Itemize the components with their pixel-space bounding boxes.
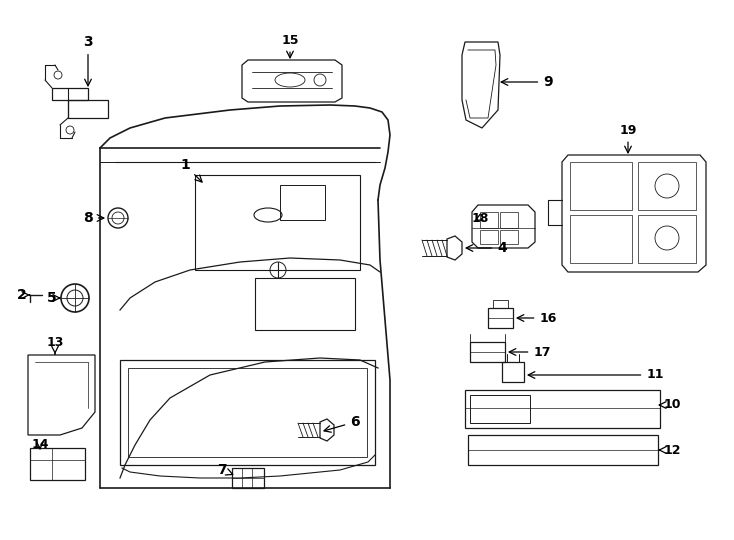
Text: 5: 5 — [47, 291, 60, 305]
Text: 6: 6 — [324, 415, 360, 432]
Text: 10: 10 — [659, 399, 680, 411]
Text: 2: 2 — [17, 288, 29, 302]
Bar — [480, 230, 498, 244]
Bar — [195, 175, 360, 270]
Bar — [480, 212, 498, 228]
Bar — [638, 215, 696, 263]
Bar — [470, 342, 505, 362]
Text: 16: 16 — [517, 312, 556, 325]
Text: 15: 15 — [281, 33, 299, 58]
Text: 12: 12 — [659, 443, 680, 456]
Bar — [255, 278, 355, 330]
Bar — [470, 395, 530, 423]
Text: 19: 19 — [619, 124, 636, 153]
Bar — [570, 215, 632, 263]
Bar — [465, 390, 660, 428]
Text: 7: 7 — [217, 463, 233, 477]
Text: 8: 8 — [83, 211, 103, 225]
Bar — [500, 212, 518, 228]
Bar — [280, 185, 325, 220]
Text: 17: 17 — [509, 346, 550, 359]
Text: 14: 14 — [32, 438, 48, 451]
Text: 11: 11 — [528, 368, 664, 381]
Bar — [232, 468, 264, 488]
Text: 18: 18 — [471, 212, 489, 225]
Bar — [468, 435, 658, 465]
Bar — [30, 448, 85, 480]
Text: 4: 4 — [466, 241, 507, 255]
Text: 13: 13 — [46, 335, 64, 354]
Bar — [570, 162, 632, 210]
Bar — [500, 230, 518, 244]
Text: 3: 3 — [83, 35, 92, 86]
Bar — [120, 360, 375, 465]
Text: 9: 9 — [501, 75, 553, 89]
Text: 1: 1 — [180, 158, 202, 182]
Bar — [638, 162, 696, 210]
Bar — [128, 368, 367, 457]
